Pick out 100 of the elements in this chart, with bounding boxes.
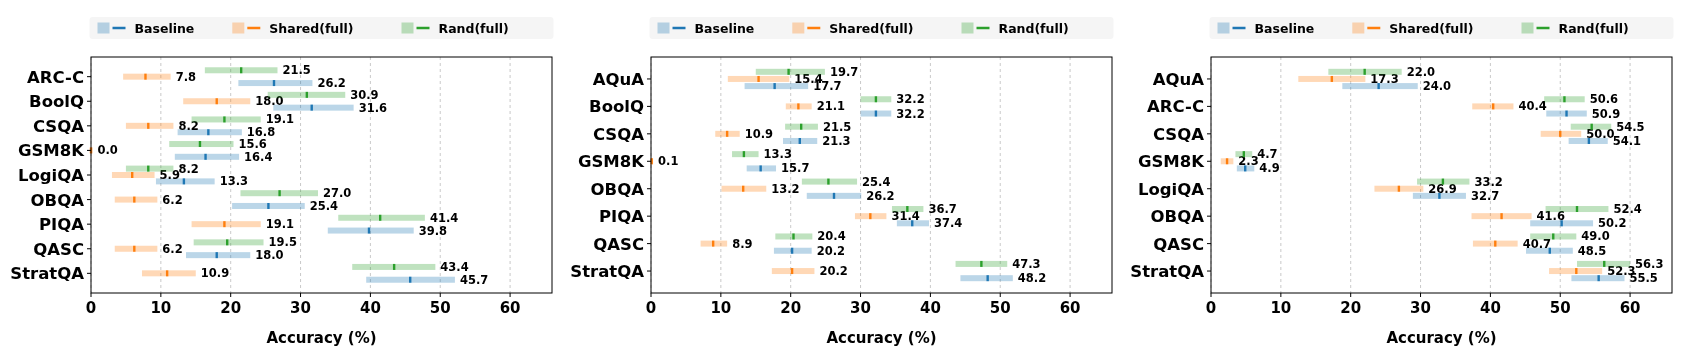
text: 19.1 (265, 217, 295, 232)
x-axis-title: Accuracy (%) (266, 329, 377, 347)
y-tick-label: StratQA (10, 264, 85, 284)
y-tick-label: GSM8K (577, 152, 646, 172)
x-tick-label: 30 (1410, 299, 1431, 317)
text: 37.4 (934, 216, 963, 231)
y-tick-label: StratQA (570, 262, 645, 282)
y-tick-label: LogiQA (1137, 179, 1205, 199)
text: 25.4 (862, 174, 891, 189)
y-tick-label: GSM8K (17, 141, 86, 161)
x-tick-label: 0 (85, 299, 97, 317)
text: 52.4 (1613, 202, 1642, 217)
text: 0.1 (658, 154, 679, 169)
x-tick-label: 40 (359, 299, 381, 317)
text: 43.4 (440, 259, 469, 274)
x-tick-label: 40 (1479, 299, 1501, 317)
y-tick-label: GSM8K (1137, 152, 1206, 172)
text: 49.0 (1581, 229, 1610, 244)
text: 47.3 (1012, 256, 1041, 271)
text: 18.0 (255, 248, 284, 263)
legend-label: Baseline (134, 20, 195, 36)
text: 19.7 (829, 64, 859, 79)
text: 40.4 (1518, 99, 1547, 114)
text: 41.6 (1536, 209, 1565, 224)
text: 17.3 (1370, 71, 1399, 86)
legend-label: Shared(full) (829, 20, 914, 36)
text: 20.2 (819, 264, 848, 279)
text: 0.0 (97, 143, 118, 158)
text: 5.9 (159, 168, 180, 182)
y-tick-label: StratQA (1130, 262, 1205, 282)
y-tick-label: OBQA (30, 190, 85, 210)
text: 39.8 (418, 223, 448, 238)
text: 13.2 (771, 181, 800, 196)
text: 15.7 (781, 161, 810, 176)
x-tick-label: 20 (780, 299, 802, 317)
x-tick-label: 50 (1549, 299, 1571, 317)
y-tick-label: ARC-C (27, 67, 84, 87)
text: 6.2 (162, 192, 183, 207)
x-tick-label: 60 (499, 299, 521, 317)
text: 32.7 (1470, 188, 1500, 203)
text: 8.2 (178, 118, 199, 133)
x-tick-label: 20 (220, 299, 242, 317)
y-tick-label: CSQA (32, 116, 85, 136)
legend-label: Rand(full) (1558, 20, 1629, 36)
text: 21.3 (822, 133, 851, 148)
y-tick-label: LogiQA (17, 166, 85, 185)
text: 32.2 (896, 92, 925, 107)
text: 30.9 (350, 87, 379, 102)
text: 16.8 (246, 125, 276, 140)
text: 45.7 (459, 272, 489, 287)
text: 13.3 (219, 174, 249, 189)
text: 54.5 (1616, 119, 1645, 134)
text: 41.4 (429, 210, 459, 225)
text: 13.3 (763, 147, 792, 162)
text: 20.4 (817, 229, 846, 244)
text: 26.9 (1428, 181, 1457, 196)
x-tick-label: 30 (850, 299, 871, 317)
x-tick-label: 0 (645, 299, 657, 317)
y-tick-label: AQuA (592, 69, 645, 89)
text: 22.0 (1406, 64, 1436, 79)
y-tick-label: CSQA (592, 124, 645, 144)
x-tick-label: 50 (989, 299, 1011, 317)
x-axis-title: Accuracy (%) (826, 329, 937, 347)
text: 4.7 (1257, 147, 1278, 162)
text: 50.2 (1598, 216, 1627, 231)
text: 31.4 (891, 209, 920, 224)
x-tick-label: 10 (1270, 299, 1292, 317)
text: 20.2 (816, 243, 846, 258)
x-axis-title: Accuracy (%) (1386, 329, 1497, 347)
text: 7.8 (175, 69, 196, 84)
text: 50.9 (1591, 106, 1621, 121)
legend-label: Baseline (694, 20, 755, 36)
x-tick-label: 40 (919, 299, 941, 317)
text: 24.0 (1422, 79, 1452, 94)
text: 32.2 (896, 106, 925, 121)
text: 27.0 (323, 186, 352, 201)
text: 15.6 (238, 137, 267, 152)
text: 10.9 (744, 126, 774, 141)
text: 50.0 (1586, 126, 1615, 141)
legend-label: Baseline (1254, 20, 1315, 36)
text: 48.2 (1017, 271, 1047, 286)
y-tick-label: OBQA (590, 179, 645, 199)
text: 26.2 (866, 188, 895, 203)
y-tick-label: AQuA (1152, 69, 1205, 89)
y-tick-label: ARC-C (1147, 97, 1204, 117)
text: 40.7 (1522, 236, 1552, 251)
text: 21.5 (822, 119, 852, 134)
y-tick-label: PIQA (598, 207, 645, 227)
y-tick-label: QASC (33, 239, 84, 259)
x-tick-label: 60 (1059, 299, 1081, 317)
text: 36.7 (928, 202, 957, 217)
legend-label: Shared(full) (1389, 20, 1474, 36)
x-tick-label: 10 (710, 299, 732, 317)
text: 4.9 (1259, 161, 1280, 176)
text: 21.1 (816, 99, 846, 114)
text: 16.4 (244, 149, 273, 164)
y-tick-label: BoolQ (589, 97, 644, 117)
text: 31.6 (358, 100, 388, 115)
y-tick-label: PIQA (38, 215, 85, 235)
text: 26.2 (317, 76, 346, 91)
